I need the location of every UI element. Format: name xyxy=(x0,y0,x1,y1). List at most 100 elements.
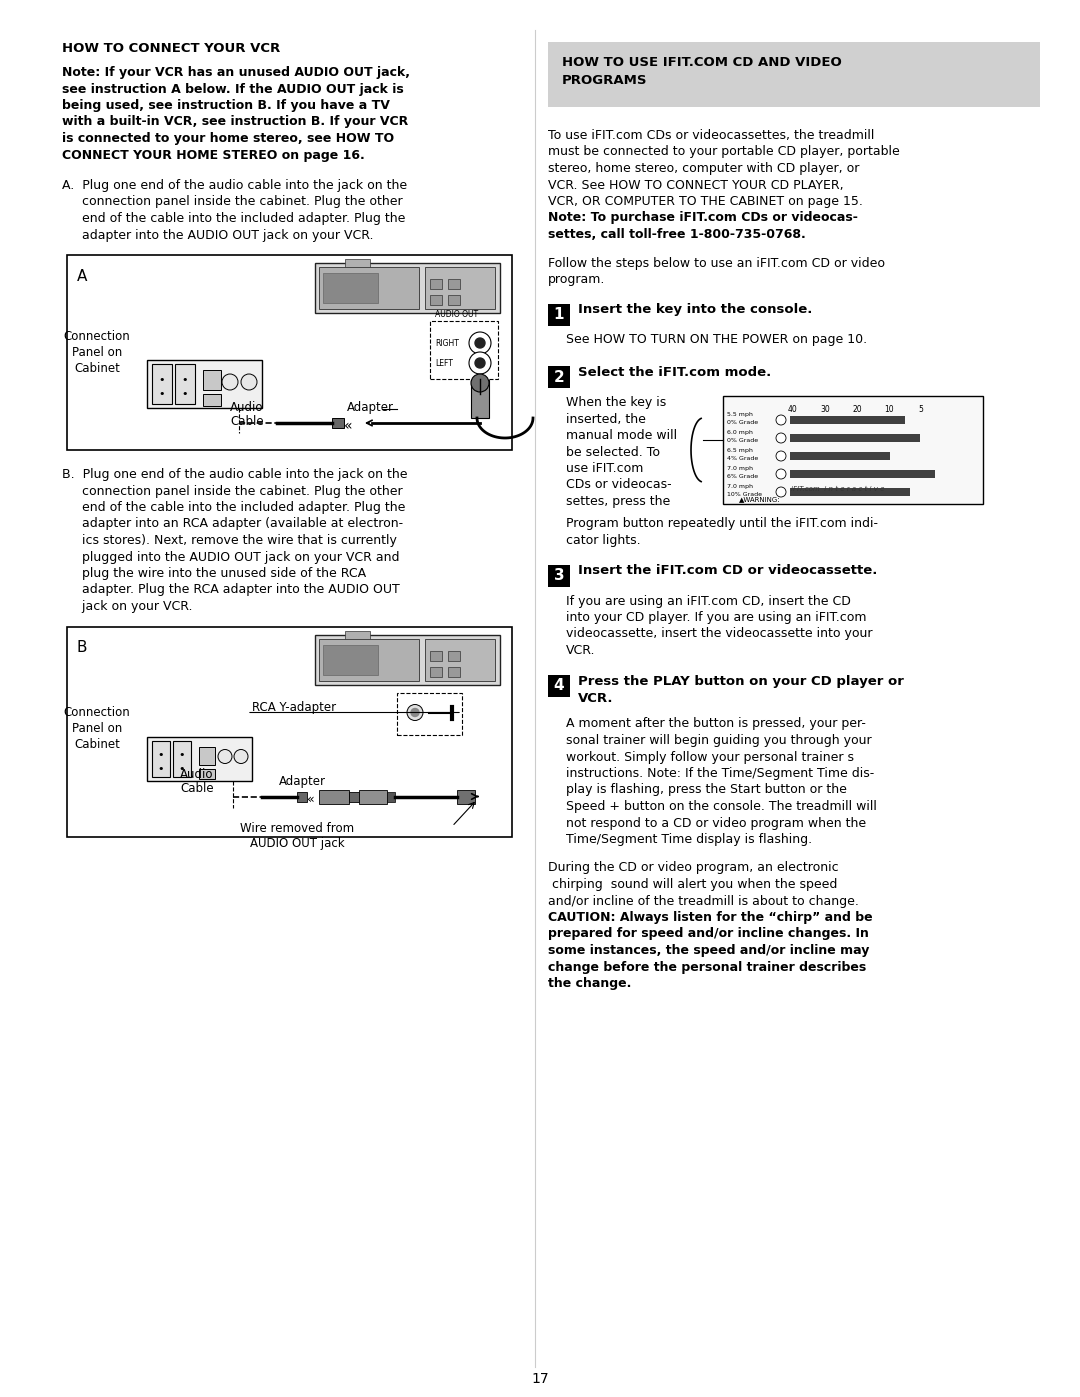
Circle shape xyxy=(777,488,786,497)
Text: inserted, the: inserted, the xyxy=(566,412,646,426)
Text: If you are using an iFIT.com CD, insert the CD: If you are using an iFIT.com CD, insert … xyxy=(566,595,851,608)
Text: CONNECT YOUR HOME STEREO on page 16.: CONNECT YOUR HOME STEREO on page 16. xyxy=(62,148,365,162)
Bar xyxy=(147,360,262,408)
Text: To use iFIT.com CDs or videocassettes, the treadmill: To use iFIT.com CDs or videocassettes, t… xyxy=(548,129,875,142)
Text: with a built-in VCR, see instruction B. If your VCR: with a built-in VCR, see instruction B. … xyxy=(62,116,408,129)
Text: 5: 5 xyxy=(919,405,923,414)
Bar xyxy=(789,488,910,496)
Bar xyxy=(173,740,191,777)
Bar xyxy=(789,453,890,460)
Text: cator lights.: cator lights. xyxy=(566,534,640,548)
Text: Cable: Cable xyxy=(180,782,214,795)
Circle shape xyxy=(777,433,786,443)
Text: VCR, OR COMPUTER TO THE CABINET on page 15.: VCR, OR COMPUTER TO THE CABINET on page … xyxy=(548,196,863,208)
Circle shape xyxy=(469,332,491,353)
Bar xyxy=(430,666,442,676)
Bar xyxy=(548,564,570,587)
Text: end of the cable into the included adapter. Plug the: end of the cable into the included adapt… xyxy=(62,212,405,225)
Text: 40: 40 xyxy=(788,405,798,414)
Bar xyxy=(789,434,920,441)
Bar xyxy=(319,789,349,803)
Bar xyxy=(315,263,500,313)
Text: Audio: Audio xyxy=(180,768,214,781)
Text: Cable: Cable xyxy=(230,415,264,427)
Text: 5.5 mph: 5.5 mph xyxy=(727,412,753,416)
Text: Adapter: Adapter xyxy=(347,401,394,414)
Text: Select the iFIT.com mode.: Select the iFIT.com mode. xyxy=(578,366,771,379)
Text: •: • xyxy=(179,764,186,774)
Text: plugged into the AUDIO OUT jack on your VCR and: plugged into the AUDIO OUT jack on your … xyxy=(62,550,400,563)
Text: adapter. Plug the RCA adapter into the AUDIO OUT: adapter. Plug the RCA adapter into the A… xyxy=(62,584,400,597)
Text: Panel on: Panel on xyxy=(72,346,122,359)
Text: VCR.: VCR. xyxy=(578,692,613,704)
Text: Program button repeatedly until the iFIT.com indi-: Program button repeatedly until the iFIT… xyxy=(566,517,878,531)
Text: instructions. Note: If the Time/Segment Time dis-: instructions. Note: If the Time/Segment … xyxy=(566,767,874,780)
Bar xyxy=(323,272,378,303)
Circle shape xyxy=(241,374,257,390)
Text: Insert the iFIT.com CD or videocassette.: Insert the iFIT.com CD or videocassette. xyxy=(578,564,877,577)
Text: 4: 4 xyxy=(554,678,565,693)
Bar xyxy=(199,746,215,764)
Bar xyxy=(199,768,215,778)
Circle shape xyxy=(777,415,786,425)
Text: Note: To purchase iFIT.com CDs or videocas-: Note: To purchase iFIT.com CDs or videoc… xyxy=(548,211,858,225)
Text: CDs or videocas-: CDs or videocas- xyxy=(566,479,672,492)
Text: HOW TO USE IFIT.COM CD AND VIDEO: HOW TO USE IFIT.COM CD AND VIDEO xyxy=(562,56,841,68)
Text: 7.0 mph: 7.0 mph xyxy=(727,483,753,489)
Text: connection panel inside the cabinet. Plug the other: connection panel inside the cabinet. Plu… xyxy=(62,196,403,208)
Circle shape xyxy=(777,451,786,461)
Text: change before the personal trainer describes: change before the personal trainer descr… xyxy=(548,961,866,974)
Bar xyxy=(323,644,378,675)
Bar xyxy=(67,626,512,837)
Circle shape xyxy=(411,708,419,717)
Text: CAUTION: Always listen for the “chirp” and be: CAUTION: Always listen for the “chirp” a… xyxy=(548,911,873,923)
Bar xyxy=(548,675,570,697)
Text: into your CD player. If you are using an iFIT.com: into your CD player. If you are using an… xyxy=(566,610,866,624)
Text: VCR.: VCR. xyxy=(566,644,595,657)
Text: During the CD or video program, an electronic: During the CD or video program, an elect… xyxy=(548,862,839,875)
Bar xyxy=(548,303,570,326)
Bar xyxy=(430,321,498,379)
Text: end of the cable into the included adapter. Plug the: end of the cable into the included adapt… xyxy=(62,502,405,514)
Text: 2: 2 xyxy=(554,369,565,384)
Bar xyxy=(175,365,195,404)
Text: Connection: Connection xyxy=(64,330,131,344)
Text: Connection: Connection xyxy=(64,707,131,719)
Text: «: « xyxy=(345,419,352,433)
Bar xyxy=(471,380,489,418)
Bar xyxy=(203,370,221,390)
Text: adapter into the AUDIO OUT jack on your VCR.: adapter into the AUDIO OUT jack on your … xyxy=(62,229,374,242)
Bar xyxy=(397,693,462,735)
Text: not respond to a CD or video program when the: not respond to a CD or video program whe… xyxy=(566,816,866,830)
Text: 0% Grade: 0% Grade xyxy=(727,420,758,425)
Text: stereo, home stereo, computer with CD player, or: stereo, home stereo, computer with CD pl… xyxy=(548,162,860,175)
Text: Audio: Audio xyxy=(230,401,264,414)
Text: B: B xyxy=(77,640,87,655)
Text: When the key is: When the key is xyxy=(566,395,666,409)
Bar xyxy=(319,267,419,309)
Text: Speed + button on the console. The treadmill will: Speed + button on the console. The tread… xyxy=(566,800,877,813)
Bar xyxy=(319,638,419,680)
Text: 7.0 mph: 7.0 mph xyxy=(727,467,753,471)
Bar xyxy=(430,295,442,305)
Bar xyxy=(387,792,395,802)
Text: A.  Plug one end of the audio cable into the jack on the: A. Plug one end of the audio cable into … xyxy=(62,179,407,191)
Text: VCR. See HOW TO CONNECT YOUR CD PLAYER,: VCR. See HOW TO CONNECT YOUR CD PLAYER, xyxy=(548,179,843,191)
Circle shape xyxy=(222,374,238,390)
Text: LEFT: LEFT xyxy=(435,359,453,367)
Text: See HOW TO TURN ON THE POWER on page 10.: See HOW TO TURN ON THE POWER on page 10. xyxy=(566,334,867,346)
Text: must be connected to your portable CD player, portable: must be connected to your portable CD pl… xyxy=(548,145,900,158)
Circle shape xyxy=(407,704,423,721)
Text: 6.0 mph: 6.0 mph xyxy=(727,430,753,434)
Text: Adapter: Adapter xyxy=(279,774,325,788)
Text: is connected to your home stereo, see HOW TO: is connected to your home stereo, see HO… xyxy=(62,131,394,145)
Text: 30: 30 xyxy=(820,405,829,414)
Text: adapter into an RCA adapter (available at electron-: adapter into an RCA adapter (available a… xyxy=(62,517,403,531)
Bar xyxy=(448,651,460,661)
Circle shape xyxy=(471,374,489,393)
Text: connection panel inside the cabinet. Plug the other: connection panel inside the cabinet. Plu… xyxy=(62,485,403,497)
Text: use iFIT.com: use iFIT.com xyxy=(566,462,644,475)
Bar xyxy=(345,258,370,267)
Text: •: • xyxy=(181,388,188,400)
Circle shape xyxy=(218,750,232,764)
